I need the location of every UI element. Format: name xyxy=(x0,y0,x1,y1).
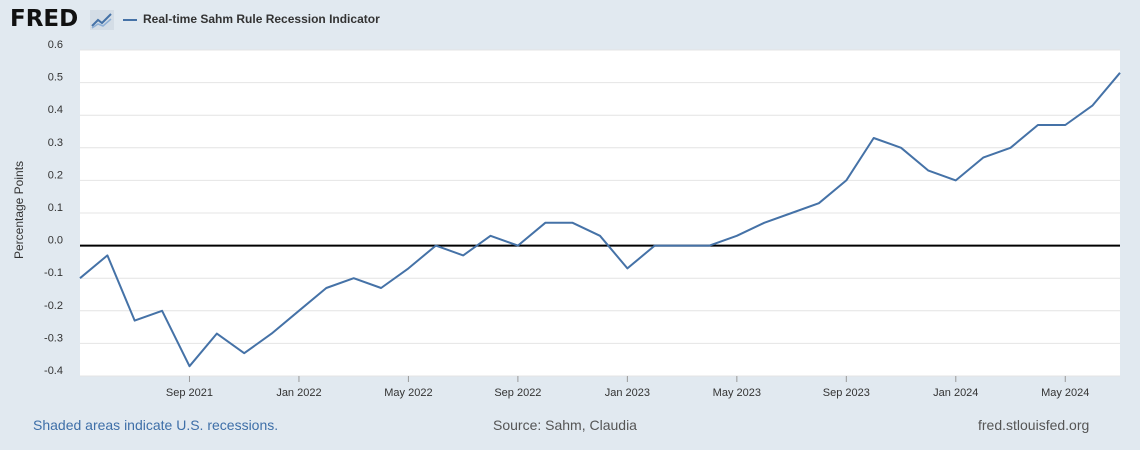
data-point xyxy=(843,177,849,183)
data-point xyxy=(1008,145,1014,151)
data-point xyxy=(761,220,767,226)
data-point xyxy=(1062,122,1068,128)
data-point xyxy=(405,265,411,271)
source-text: Source: Sahm, Claudia xyxy=(493,417,637,433)
data-point xyxy=(269,331,275,337)
data-point xyxy=(542,220,548,226)
data-point xyxy=(570,220,576,226)
data-point xyxy=(186,363,192,369)
data-point xyxy=(624,265,630,271)
data-point xyxy=(241,350,247,356)
fred-url-link[interactable]: fred.stlouisfed.org xyxy=(978,417,1090,433)
data-point xyxy=(871,135,877,141)
y-tick-label: 0.6 xyxy=(48,39,63,51)
y-tick-label: -0.4 xyxy=(44,365,63,377)
x-tick-label: Sep 2021 xyxy=(166,387,213,399)
y-tick-label: -0.2 xyxy=(44,300,63,312)
data-point xyxy=(789,210,795,216)
data-point xyxy=(351,275,357,281)
data-point xyxy=(104,252,110,258)
data-point xyxy=(1035,122,1041,128)
x-tick-label: Jan 2023 xyxy=(605,387,650,399)
y-tick-label: 0.3 xyxy=(48,137,63,149)
y-tick-label: 0.4 xyxy=(48,104,63,116)
data-point xyxy=(980,155,986,161)
data-point xyxy=(515,243,521,249)
fred-logo[interactable]: FRED xyxy=(10,6,79,32)
data-point xyxy=(460,252,466,258)
x-tick-label: May 2024 xyxy=(1041,387,1089,399)
data-point xyxy=(214,331,220,337)
x-tick-label: Sep 2022 xyxy=(494,387,541,399)
data-point xyxy=(679,243,685,249)
x-tick-label: Jan 2024 xyxy=(933,387,978,399)
y-axis-title: Percentage Points xyxy=(12,161,26,259)
data-point xyxy=(734,233,740,239)
data-point xyxy=(488,233,494,239)
chart-header: FRED Real-time Sahm Rule Recession Indic… xyxy=(0,0,1140,40)
data-point xyxy=(296,308,302,314)
data-point xyxy=(1090,102,1096,108)
data-point xyxy=(433,243,439,249)
line-chart-icon xyxy=(90,10,114,30)
y-tick-label: 0.1 xyxy=(48,202,63,214)
data-point xyxy=(77,275,83,281)
data-point xyxy=(706,243,712,249)
data-point xyxy=(1117,70,1123,76)
series-line xyxy=(79,72,1121,368)
data-point xyxy=(652,243,658,249)
y-tick-label: -0.1 xyxy=(44,267,63,279)
data-point xyxy=(159,308,165,314)
y-tick-label: 0.0 xyxy=(48,235,63,247)
data-point xyxy=(953,177,959,183)
data-point xyxy=(816,200,822,206)
data-point xyxy=(597,233,603,239)
recession-note-link[interactable]: Shaded areas indicate U.S. recessions. xyxy=(33,417,279,433)
legend-swatch xyxy=(123,19,137,21)
legend-label: Real-time Sahm Rule Recession Indicator xyxy=(143,12,380,26)
x-tick-label: Jan 2022 xyxy=(276,387,321,399)
x-tick-label: Sep 2023 xyxy=(823,387,870,399)
data-point xyxy=(132,318,138,324)
x-tick-label: May 2022 xyxy=(384,387,432,399)
x-tick-label: May 2023 xyxy=(713,387,761,399)
data-point xyxy=(323,285,329,291)
data-point xyxy=(925,168,931,174)
y-tick-label: 0.2 xyxy=(48,169,63,181)
y-tick-label: -0.3 xyxy=(44,332,63,344)
data-point xyxy=(378,285,384,291)
y-tick-label: 0.5 xyxy=(48,72,63,84)
data-point xyxy=(898,145,904,151)
